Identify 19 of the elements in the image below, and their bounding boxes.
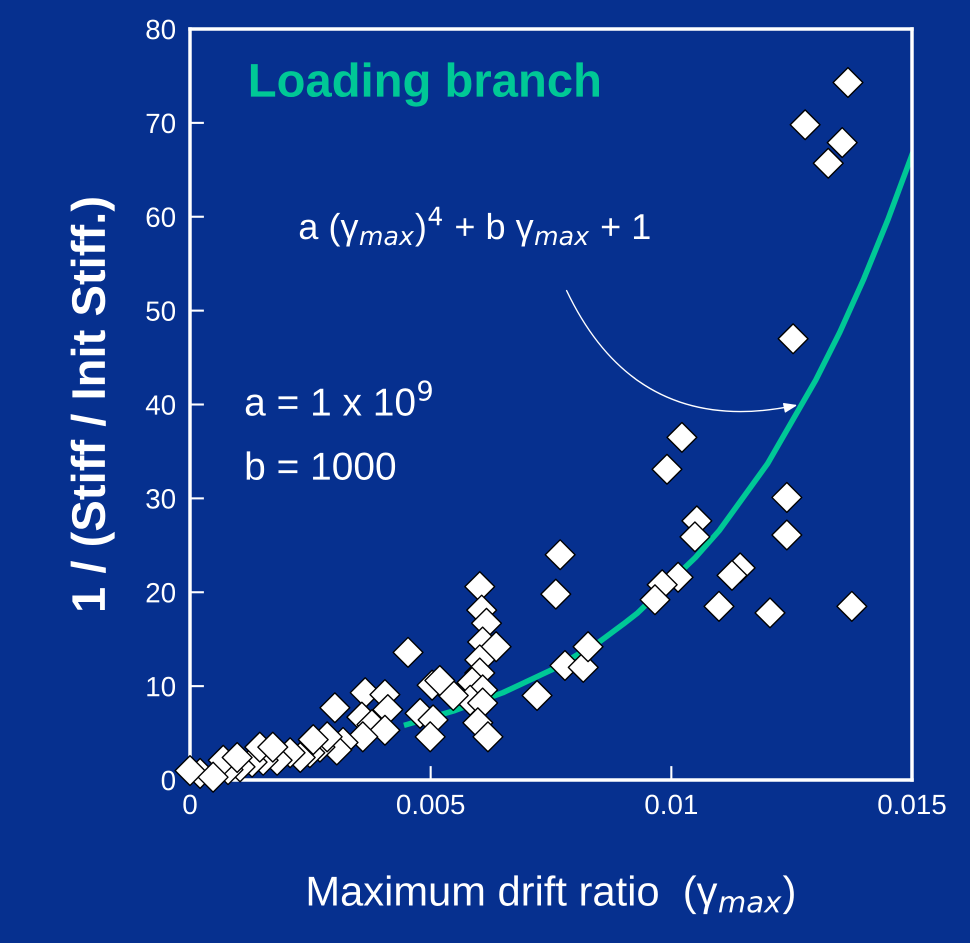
annotation: b = 1000 bbox=[246, 451, 396, 480]
x-tick-label: 0.01 bbox=[645, 794, 698, 814]
y-tick-label: 50 bbox=[146, 301, 176, 321]
x-tick-label: 0.005 bbox=[397, 794, 464, 814]
y-tick-label: 30 bbox=[146, 489, 176, 509]
annotation: a (γ$_{max}$)$^{4}$ + b γ$_{max}$ + 1 bbox=[300, 206, 650, 247]
annotation: Loading branch bbox=[250, 62, 599, 107]
x-tick-label: 0.015 bbox=[878, 794, 946, 814]
x-axis-title: Maximum drift ratio (γ$_{max}$) bbox=[308, 875, 794, 914]
y-tick-label: 80 bbox=[146, 20, 176, 40]
y-axis-title: 1 / (Stiff / Init Stiff.) bbox=[70, 198, 115, 610]
y-tick-label: 70 bbox=[146, 114, 176, 134]
x-tick-label: 0 bbox=[183, 794, 197, 814]
y-tick-label: 0 bbox=[162, 770, 176, 790]
y-tick-label: 20 bbox=[146, 582, 176, 603]
y-tick-label: 10 bbox=[147, 676, 176, 696]
y-tick-label: 60 bbox=[146, 207, 176, 228]
annotation: a = 1 x 10$^{9}$ bbox=[246, 380, 432, 416]
y-tick-label: 40 bbox=[146, 395, 176, 415]
